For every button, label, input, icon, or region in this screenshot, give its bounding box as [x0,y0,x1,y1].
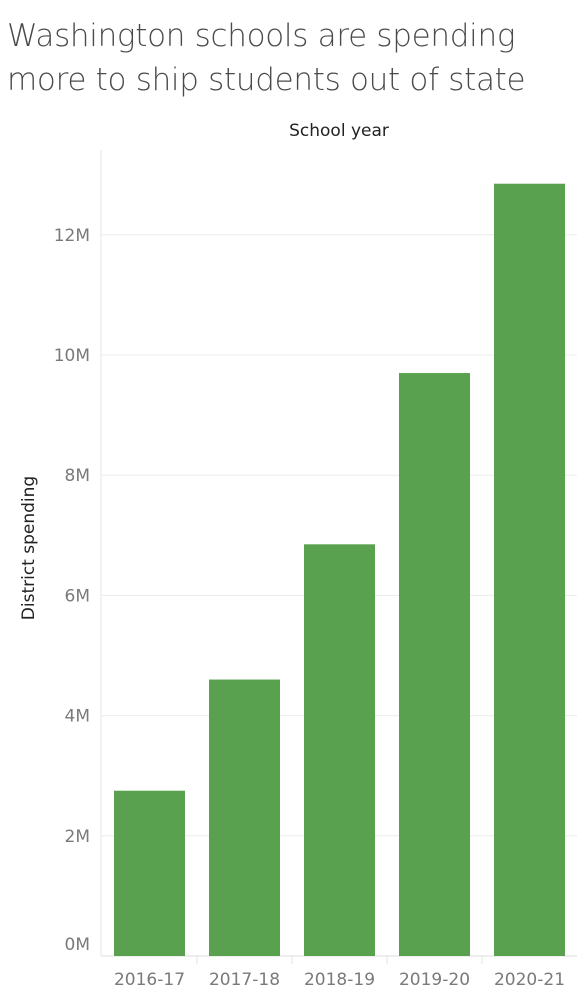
y-tick-label: 4M [65,707,90,727]
bar-2016-17[interactable] [114,790,185,956]
bar-2018-19[interactable] [304,544,375,956]
chart-title-line-1: Washington schools are spending [7,18,516,54]
y-tick-label: 2M [65,827,90,847]
x-tick-label: 2018-19 [304,970,375,990]
chart-title: Washington schools are spending more to … [7,14,572,102]
x-axis-title: School year [289,121,389,141]
x-tick-label: 2017-18 [209,970,280,990]
y-tick-label: 8M [65,466,90,486]
chart-title-line-2: more to ship students out of state [7,62,526,98]
y-tick-label: 12M [54,226,90,246]
x-tick-label: 2020-21 [494,970,565,990]
x-tick-label: 2016-17 [114,970,185,990]
bar-2020-21[interactable] [494,183,565,957]
bars [114,183,565,957]
y-tick-label: 6M [65,586,90,606]
y-axis-ticks: 0M 2M 4M 6M 8M 10M 12M [54,226,90,955]
bar-2019-20[interactable] [399,373,470,956]
y-tick-label: 0M [65,935,90,955]
y-axis-title: District spending [19,476,39,620]
x-axis-ticks: 2016-17 2017-18 2018-19 2019-20 2020-21 [114,970,565,990]
bar-2017-18[interactable] [209,679,280,956]
x-tick-label: 2019-20 [399,970,470,990]
y-tick-label: 10M [54,346,90,366]
